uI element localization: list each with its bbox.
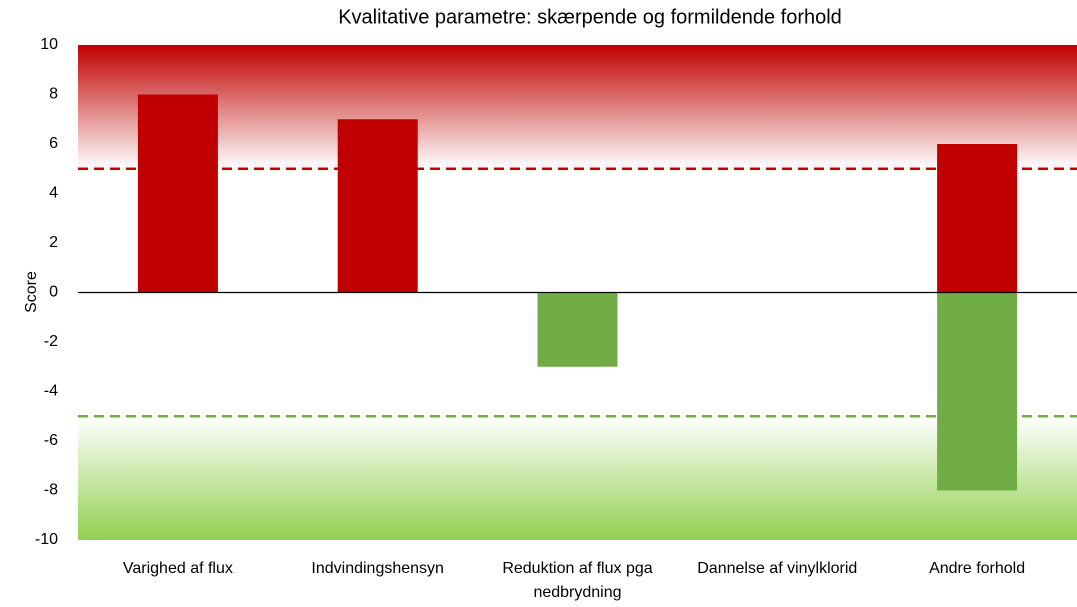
- y-tick-label: -6: [44, 432, 58, 449]
- y-tick-label: 10: [40, 36, 58, 53]
- x-tick-label: Andre forhold: [929, 560, 1026, 577]
- bar: [537, 292, 618, 367]
- x-tick-label: Varighed af flux: [122, 560, 233, 577]
- y-tick-label: -8: [44, 482, 58, 499]
- y-tick-label: 0: [49, 284, 58, 301]
- y-tick-label: 8: [49, 86, 58, 103]
- y-tick-label: 6: [49, 135, 58, 152]
- x-tick-label: Indvindingshensyn: [311, 560, 444, 577]
- y-tick-label: 4: [49, 185, 58, 202]
- bar: [937, 144, 1018, 293]
- bar: [337, 119, 418, 293]
- x-tick-label: Dannelse af vinylklorid: [697, 560, 858, 577]
- bar: [937, 292, 1018, 491]
- shaded-band: [78, 45, 1077, 169]
- y-tick-label: -4: [44, 383, 58, 400]
- y-tick-label: -10: [35, 531, 58, 548]
- y-tick-label: -2: [44, 333, 58, 350]
- shaded-band: [78, 416, 1077, 540]
- x-tick-label: Reduktion af flux pga nedbrydning: [502, 560, 653, 601]
- chart-title: Kvalitative parametre: skærpende og form…: [338, 6, 842, 28]
- y-tick-label: 2: [49, 234, 58, 251]
- bar: [137, 94, 218, 293]
- y-axis-label: Score: [23, 271, 40, 313]
